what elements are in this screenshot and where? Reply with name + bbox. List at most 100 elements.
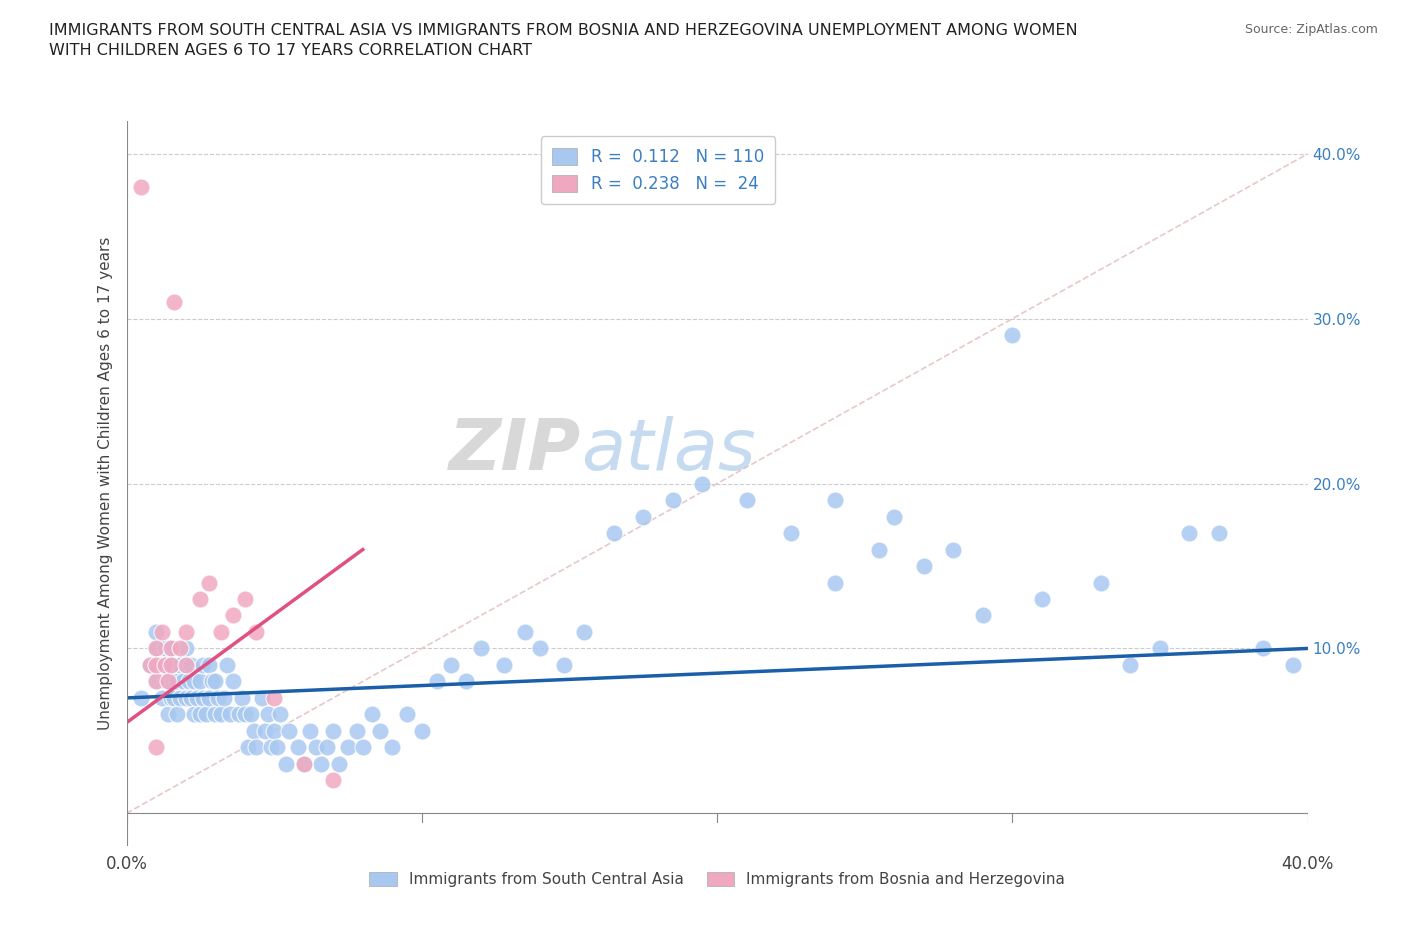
Point [166, 674, 188, 689]
Point [129, 179, 153, 194]
Point [1001, 327, 1024, 342]
Point [231, 690, 253, 705]
Point [360, 707, 382, 722]
Point [156, 707, 179, 722]
Point [145, 674, 167, 689]
Point [278, 724, 301, 738]
Point [198, 690, 221, 705]
Point [156, 674, 179, 689]
Point [304, 740, 326, 755]
Point [209, 625, 232, 640]
Point [316, 740, 339, 755]
Point [145, 674, 167, 689]
Point [139, 658, 162, 672]
Point [824, 575, 846, 590]
Point [633, 509, 655, 524]
Point [942, 542, 965, 557]
Point [153, 674, 176, 689]
Point [193, 658, 215, 672]
Point [470, 641, 492, 656]
Point [160, 658, 183, 672]
Point [869, 542, 891, 557]
Legend: Immigrants from South Central Asia, Immigrants from Bosnia and Herzegovina: Immigrants from South Central Asia, Immi… [363, 866, 1071, 893]
Point [972, 608, 994, 623]
Point [209, 707, 232, 722]
Point [287, 740, 309, 755]
Point [1031, 591, 1053, 606]
Point [139, 658, 162, 672]
Point [201, 674, 224, 689]
Point [129, 690, 153, 705]
Point [239, 707, 262, 722]
Point [1208, 525, 1230, 540]
Point [328, 756, 350, 771]
Point [174, 658, 197, 672]
Point [169, 658, 191, 672]
Point [163, 658, 186, 672]
Point [236, 740, 259, 755]
Text: atlas: atlas [581, 417, 756, 485]
Point [529, 641, 551, 656]
Point [177, 674, 200, 689]
Point [692, 476, 714, 491]
Point [252, 690, 274, 705]
Point [204, 707, 226, 722]
Point [145, 658, 167, 672]
Text: IMMIGRANTS FROM SOUTH CENTRAL ASIA VS IMMIGRANTS FROM BOSNIA AND HERZEGOVINA UNE: IMMIGRANTS FROM SOUTH CENTRAL ASIA VS IM… [49, 23, 1078, 58]
Point [322, 773, 344, 788]
Point [153, 658, 176, 672]
Point [824, 493, 846, 508]
Point [1253, 641, 1275, 656]
Point [163, 295, 186, 310]
Point [198, 658, 221, 672]
Point [1149, 641, 1171, 656]
Point [381, 740, 404, 755]
Point [160, 690, 183, 705]
Point [169, 641, 191, 656]
Point [494, 658, 516, 672]
Point [574, 625, 596, 640]
Text: Source: ZipAtlas.com: Source: ZipAtlas.com [1244, 23, 1378, 36]
Point [263, 690, 285, 705]
Point [212, 690, 235, 705]
Point [553, 658, 575, 672]
Point [172, 674, 194, 689]
Y-axis label: Unemployment Among Women with Children Ages 6 to 17 years: Unemployment Among Women with Children A… [97, 237, 112, 730]
Point [150, 690, 173, 705]
Point [1282, 658, 1305, 672]
Point [292, 756, 315, 771]
Point [180, 690, 202, 705]
Point [603, 525, 626, 540]
Point [145, 658, 167, 672]
Point [180, 658, 202, 672]
Point [193, 690, 215, 705]
Point [883, 509, 905, 524]
Point [322, 724, 344, 738]
Point [1178, 525, 1201, 540]
Point [169, 690, 191, 705]
Point [160, 641, 183, 656]
Text: ZIP: ZIP [449, 417, 581, 485]
Point [311, 756, 333, 771]
Point [266, 740, 288, 755]
Point [245, 740, 267, 755]
Point [233, 707, 256, 722]
Point [156, 674, 179, 689]
Point [145, 641, 167, 656]
Point [254, 724, 277, 738]
Point [166, 707, 188, 722]
Point [153, 641, 176, 656]
Point [174, 690, 197, 705]
Point [425, 674, 447, 689]
Point [188, 591, 212, 606]
Point [346, 724, 368, 738]
Point [260, 740, 283, 755]
Point [352, 740, 374, 755]
Point [174, 625, 197, 640]
Point [215, 658, 238, 672]
Point [298, 724, 321, 738]
Point [145, 740, 167, 755]
Point [912, 559, 935, 574]
Point [145, 641, 167, 656]
Point [411, 724, 433, 738]
